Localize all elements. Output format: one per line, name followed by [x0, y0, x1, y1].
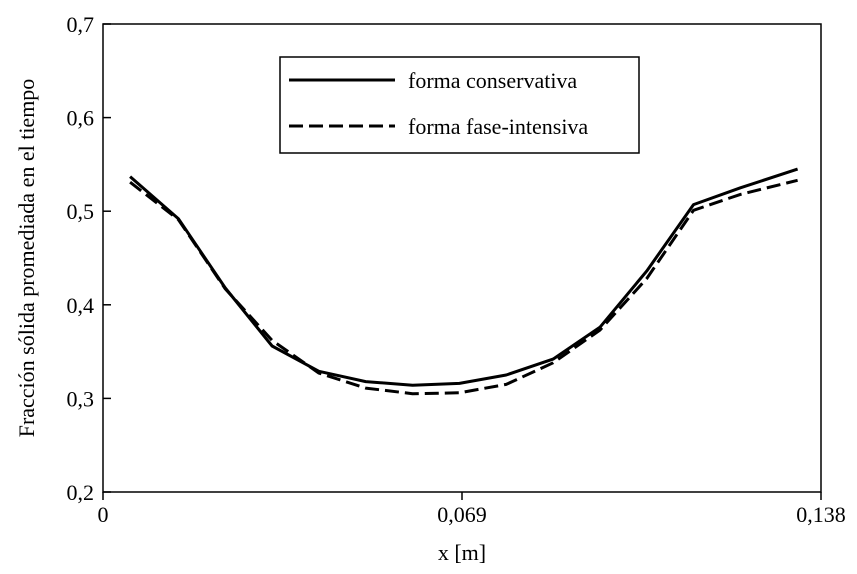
legend: forma conservativa forma fase-intensiva [279, 56, 640, 154]
x-tick-label: 0,138 [796, 502, 846, 527]
y-tick-label: 0,5 [67, 199, 95, 224]
y-tick-label: 0,6 [67, 106, 95, 131]
y-axis-title: Fracción sólida promediada en el tiempo [14, 79, 39, 438]
series-line-fase-intensiva [129, 178, 798, 396]
x-axis: 0 0,069 0,138 [98, 492, 846, 527]
y-tick-label: 0,7 [67, 12, 95, 37]
x-axis-title: x [m] [438, 540, 486, 565]
y-tick-label: 0,3 [67, 386, 95, 411]
y-tick-label: 0,4 [67, 293, 95, 318]
x-tick-label: 0,069 [437, 502, 487, 527]
series-layer [129, 167, 799, 396]
y-axis: 0,2 0,3 0,4 0,5 0,6 0,7 [67, 12, 111, 505]
legend-label-fase-intensiva: forma fase-intensiva [408, 114, 588, 139]
x-tick-label: 0 [98, 502, 109, 527]
legend-box [279, 56, 640, 154]
y-tick-label: 0,2 [67, 480, 95, 505]
legend-label-conservativa: forma conservativa [408, 68, 577, 93]
